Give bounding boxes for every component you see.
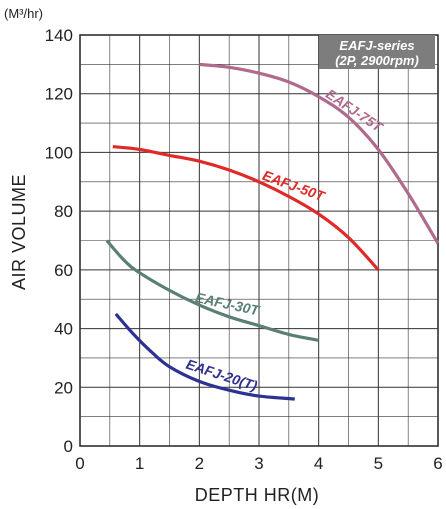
series-line-eafj-50t bbox=[112, 145, 380, 271]
x-tick-label: 3 bbox=[254, 454, 263, 473]
x-axis-title: DEPTH HR(M) bbox=[195, 485, 320, 505]
y-tick-label: 100 bbox=[45, 143, 73, 162]
y-tick-label: 120 bbox=[45, 85, 73, 104]
y-tick-label: 40 bbox=[54, 320, 73, 339]
series-label: EAFJ-30T bbox=[194, 289, 262, 318]
series-line-eafj-30t bbox=[105, 239, 320, 342]
curves bbox=[105, 62, 440, 401]
y-axis-title: AIR VOLUME bbox=[9, 174, 29, 290]
y-tick-label: 80 bbox=[54, 202, 73, 221]
series-line-eafj-20-t bbox=[114, 312, 295, 401]
x-tick-label: 0 bbox=[75, 454, 84, 473]
y-tick-label: 140 bbox=[45, 26, 73, 45]
y-tick-label: 0 bbox=[64, 437, 73, 456]
grid bbox=[79, 34, 439, 447]
series-line-eafj-75t bbox=[199, 62, 440, 245]
tick-labels: 0 20 40 60 80 100 120 140 0 1 2 3 4 5 6 bbox=[45, 26, 443, 473]
y-axis-unit: (M³/hr) bbox=[4, 6, 43, 21]
x-tick-label: 1 bbox=[135, 454, 144, 473]
series-badge-line-1: EAFJ-series bbox=[339, 38, 414, 53]
series-badge: EAFJ-series (2P, 2900rpm) bbox=[319, 35, 435, 69]
series-badge-background bbox=[319, 35, 435, 69]
x-tick-label: 2 bbox=[195, 454, 204, 473]
y-tick-label: 60 bbox=[54, 261, 73, 280]
x-tick-label: 4 bbox=[314, 454, 323, 473]
series-label: EAFJ-75T bbox=[323, 86, 387, 136]
x-tick-label: 6 bbox=[433, 454, 442, 473]
x-tick-label: 5 bbox=[374, 454, 383, 473]
y-tick-label: 20 bbox=[54, 378, 73, 397]
series-badge-line-2: (2P, 2900rpm) bbox=[335, 53, 419, 68]
